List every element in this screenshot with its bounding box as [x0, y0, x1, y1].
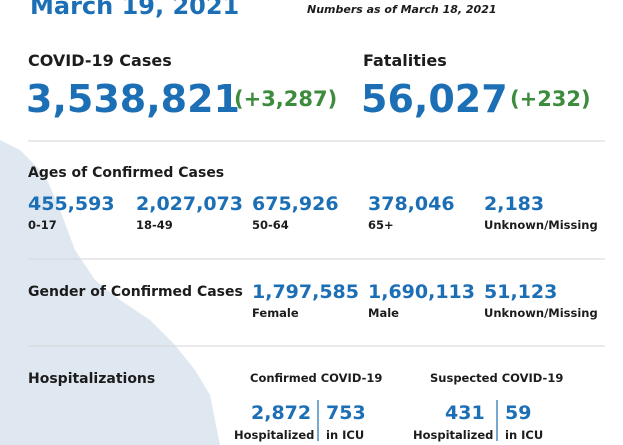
age-value: 2,027,073 — [136, 193, 243, 215]
section-title: Hospitalizations — [28, 371, 155, 387]
summary-change: (+232) — [510, 87, 591, 111]
icu-label: in ICU — [326, 428, 364, 442]
subsection-title: Suspected COVID-19 — [430, 371, 563, 385]
gender-value: 1,797,585 — [252, 281, 359, 303]
section-title: Ages of Confirmed Cases — [28, 165, 224, 181]
section-title: Gender of Confirmed Cases — [28, 284, 243, 300]
age-label: 65+ — [368, 218, 394, 232]
age-label: 50-64 — [252, 218, 289, 232]
age-value: 2,183 — [484, 193, 544, 215]
summary-change: (+3,287) — [234, 87, 337, 111]
gender-label: Female — [252, 306, 299, 320]
icu-label: in ICU — [505, 428, 543, 442]
gender-label: Male — [368, 306, 399, 320]
summary-label: COVID-19 Cases — [28, 51, 172, 70]
title: March 19, 2021 — [30, 0, 239, 20]
icu-value: 753 — [326, 402, 366, 424]
age-value: 378,046 — [368, 193, 455, 215]
gender-label: Unknown/Missing — [484, 306, 598, 320]
hospitalized-label: Hospitalized — [413, 428, 493, 442]
summary-value: 3,538,821 — [26, 77, 240, 121]
as-of-date: Numbers as of March 18, 2021 — [307, 3, 497, 16]
icu-value: 59 — [505, 402, 531, 424]
gender-value: 51,123 — [484, 281, 557, 303]
age-value: 455,593 — [28, 193, 115, 215]
hospitalized-value: 2,872 — [251, 402, 311, 424]
state-map-shape — [0, 140, 220, 445]
subsection-title: Confirmed COVID-19 — [250, 371, 382, 385]
age-label: 0-17 — [28, 218, 57, 232]
summary-value: 56,027 — [361, 77, 508, 121]
age-label: 18-49 — [136, 218, 173, 232]
hospitalized-value: 431 — [445, 402, 485, 424]
age-label: Unknown/Missing — [484, 218, 598, 232]
age-value: 675,926 — [252, 193, 339, 215]
summary-label: Fatalities — [363, 51, 447, 70]
gender-value: 1,690,113 — [368, 281, 475, 303]
hospitalized-label: Hospitalized — [234, 428, 314, 442]
